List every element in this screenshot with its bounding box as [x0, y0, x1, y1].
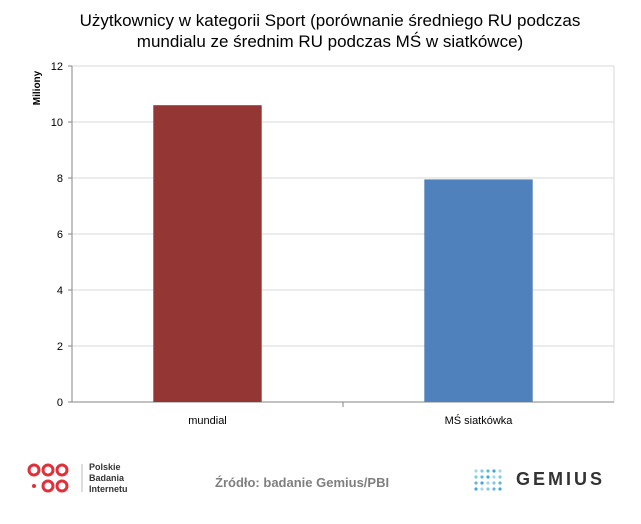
gemius-dot	[492, 469, 496, 473]
gemius-dot	[492, 487, 496, 491]
gemius-dot	[498, 469, 502, 473]
pbi-line-1: Polskie	[89, 462, 121, 472]
pbi-logo-text: Polskie Badania Internetu	[89, 462, 128, 495]
pbi-dot	[55, 479, 69, 493]
pbi-line-2: Badania	[89, 473, 125, 483]
gemius-dot	[486, 487, 490, 491]
y-axis-label: Miliony	[32, 70, 43, 105]
gemius-dot	[498, 475, 502, 479]
bar	[424, 179, 533, 402]
gemius-dot	[486, 481, 490, 485]
gemius-logo-text: GEMIUS	[516, 469, 606, 489]
gemius-dot	[480, 475, 484, 479]
gemius-dot	[474, 475, 478, 479]
chart-title-line-2: mundialu ze średnim RU podczas MŚ w siat…	[136, 32, 524, 51]
y-tick-label: 12	[51, 61, 63, 73]
y-tick-label: 8	[57, 173, 63, 185]
gemius-dot	[480, 487, 484, 491]
gemius-dot	[474, 481, 478, 485]
gemius-dot	[486, 469, 490, 473]
pbi-dot	[41, 463, 55, 477]
gemius-dot	[492, 475, 496, 479]
gemius-dot	[498, 481, 502, 485]
gemius-logo-icon	[474, 469, 502, 491]
gemius-dot	[498, 487, 502, 491]
y-tick-label: 0	[57, 397, 63, 409]
y-tick-label: 10	[51, 117, 63, 129]
pbi-dot	[27, 463, 41, 477]
pbi-dot	[32, 484, 36, 488]
gemius-dot	[474, 469, 478, 473]
y-tick-label: 4	[57, 285, 63, 297]
bar	[153, 105, 262, 402]
y-tick-label: 2	[57, 341, 63, 353]
pbi-dot	[55, 463, 69, 477]
chart-title-line-1: Użytkownicy w kategorii Sport (porównani…	[79, 11, 581, 30]
source-note: Źródło: badanie Gemius/PBI	[215, 475, 390, 490]
gemius-dot	[486, 475, 490, 479]
gemius-dot	[480, 481, 484, 485]
y-tick-label: 6	[57, 229, 63, 241]
gemius-dot	[474, 487, 478, 491]
x-tick-label: MŚ siatkówka	[445, 414, 514, 427]
x-tick-label: mundial	[188, 415, 227, 427]
gemius-dot	[492, 481, 496, 485]
chart-title: Użytkownicy w kategorii Sport (porównani…	[40, 10, 620, 52]
pbi-dot	[41, 479, 55, 493]
pbi-line-3: Internetu	[89, 484, 128, 494]
gemius-dot	[480, 469, 484, 473]
pbi-logo-icon	[27, 463, 83, 493]
